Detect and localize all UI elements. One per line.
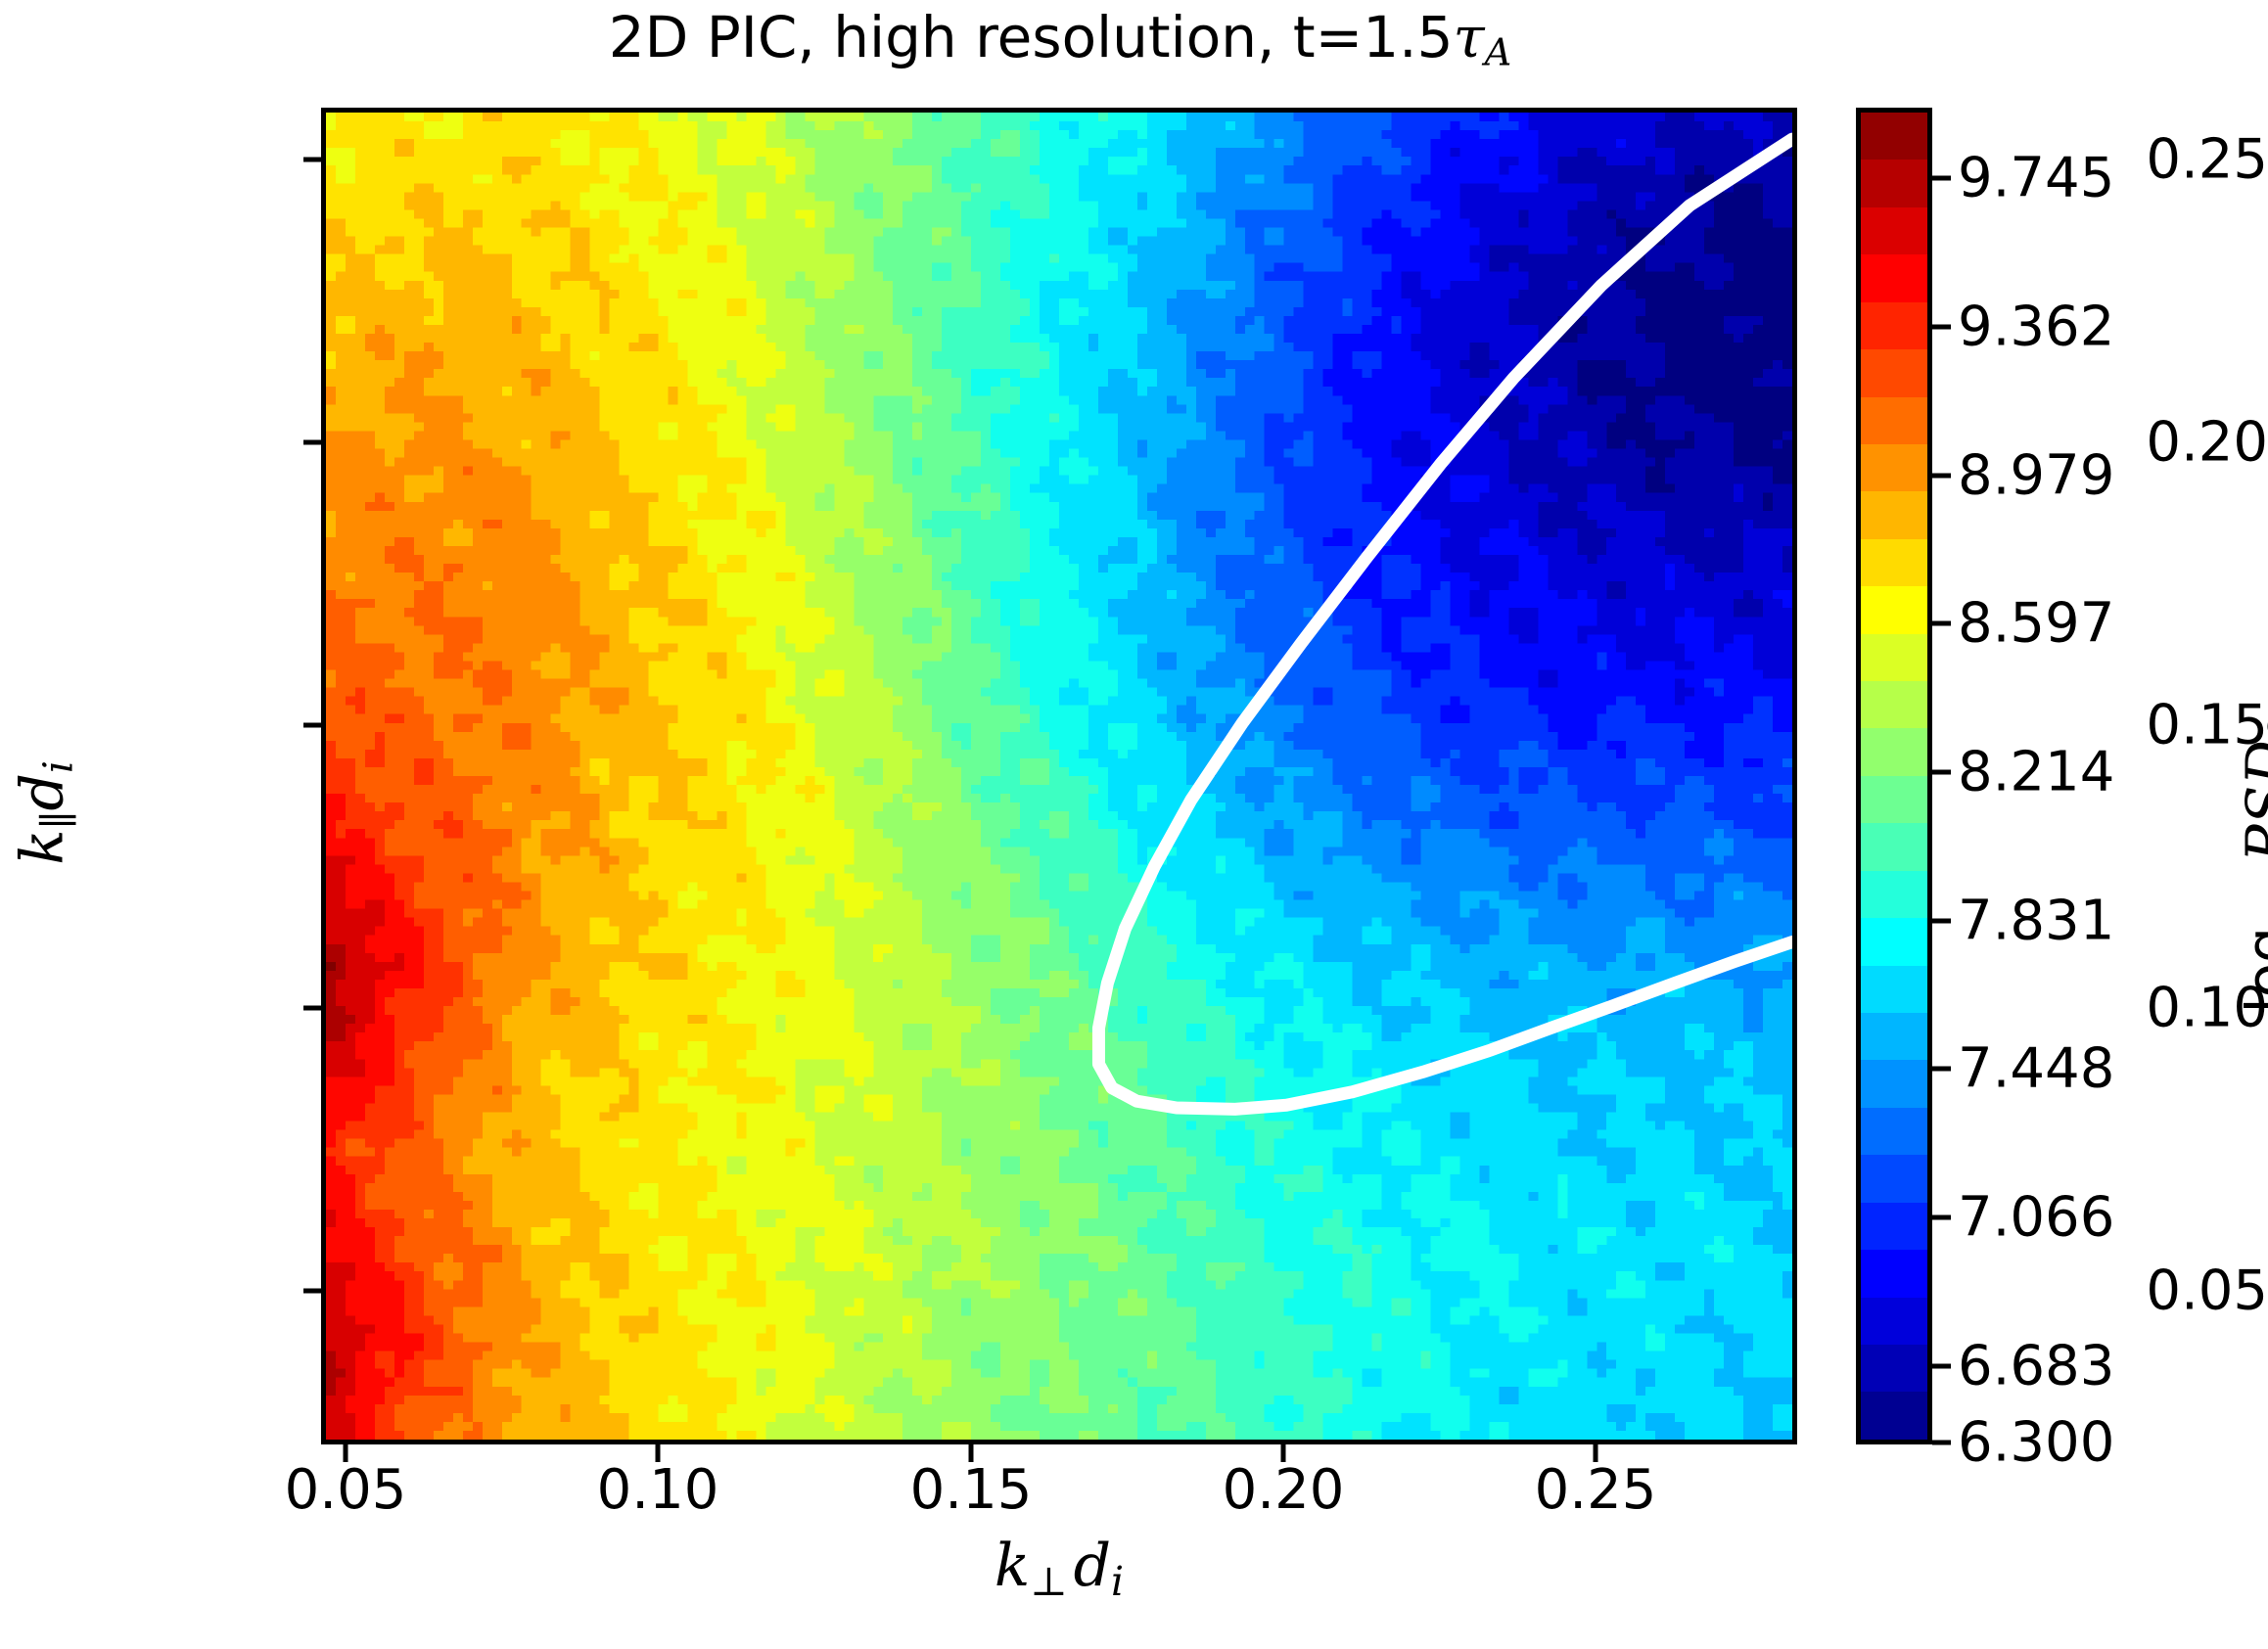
ytick-mark-2	[303, 722, 321, 728]
colorbar-band-20	[1861, 1060, 1927, 1108]
colorbar-band-1	[1861, 160, 1927, 207]
cbtick-mark-9	[1932, 1440, 1951, 1445]
y-axis-label-i: i	[34, 760, 82, 774]
colorbar-band-24	[1861, 1250, 1927, 1298]
cbtick-mark-7	[1932, 1214, 1951, 1220]
colorbar-band-12	[1861, 681, 1927, 729]
colorbar-label-base: 10	[2261, 880, 2268, 928]
colorbar-band-7	[1861, 443, 1927, 492]
cbtick-mark-3	[1932, 620, 1951, 626]
colorbar-label-psd: PSD	[2234, 740, 2268, 863]
colorbar-band-10	[1861, 586, 1927, 634]
xtick-mark-4	[1593, 1444, 1598, 1462]
y-axis-label-d: d	[8, 773, 77, 811]
colorbar-band-2	[1861, 206, 1927, 255]
chart-title: 2D PIC, high resolution, t=1.5τA	[321, 8, 1799, 73]
cbtick-label-8: 6.683	[1958, 1334, 2115, 1398]
colorbar-label-subscript: δV,Fast	[2261, 609, 2268, 741]
cbtick-label-5: 7.831	[1958, 889, 2115, 953]
y-axis-label: k∥di	[9, 558, 82, 1067]
x-axis-label-i: i	[1111, 1557, 1125, 1605]
ytick-label-1: 0.10	[2146, 976, 2268, 1040]
ytick-label-2: 0.15	[2146, 693, 2268, 757]
cbtick-label-1: 9.362	[1958, 295, 2115, 359]
colorbar-band-11	[1861, 633, 1927, 682]
colorbar-band-21	[1861, 1107, 1927, 1156]
colorbar-band-26	[1861, 1344, 1927, 1393]
xtick-mark-2	[968, 1444, 974, 1462]
y-axis-label-k: k	[8, 829, 77, 865]
ytick-label-3: 0.20	[2146, 410, 2268, 475]
colorbar-band-13	[1861, 728, 1927, 776]
x-axis-label-perp: ⊥	[1030, 1557, 1068, 1605]
colorbar-band-25	[1861, 1297, 1927, 1345]
contour-level-22	[326, 943, 355, 1396]
colorbar-band-23	[1861, 1202, 1927, 1251]
xtick-label-2: 0.15	[909, 1458, 1033, 1522]
cbtick-mark-6	[1932, 1066, 1951, 1072]
cbtick-label-0: 9.745	[1958, 146, 2115, 210]
cbtick-mark-1	[1932, 324, 1951, 330]
x-axis-label-k: k	[994, 1532, 1031, 1600]
cbtick-mark-0	[1932, 175, 1951, 181]
colorbar-label: log10 PSDδV,Fast	[2234, 469, 2268, 1154]
colorbar-band-6	[1861, 396, 1927, 444]
cbtick-mark-8	[1932, 1363, 1951, 1369]
contour-level-21	[326, 855, 404, 1440]
ytick-mark-0	[303, 1288, 321, 1294]
colorbar-label-log: log	[2234, 927, 2268, 1014]
colorbar-band-5	[1861, 349, 1927, 397]
cbtick-label-4: 8.214	[1958, 740, 2115, 804]
ytick-label-0: 0.05	[2146, 1259, 2268, 1323]
xtick-label-4: 0.25	[1534, 1458, 1657, 1522]
xtick-label-3: 0.20	[1222, 1458, 1345, 1522]
x-axis-label-d: d	[1073, 1532, 1112, 1600]
y-axis-label-parallel: ∥	[34, 810, 82, 830]
colorbar-band-14	[1861, 775, 1927, 824]
cbtick-mark-2	[1932, 473, 1951, 479]
colorbar-band-19	[1861, 1013, 1927, 1061]
xtick-mark-3	[1280, 1444, 1286, 1462]
x-axis-label: k⊥ di	[321, 1532, 1797, 1605]
cbtick-label-7: 7.066	[1958, 1185, 2115, 1250]
colorbar-band-27	[1861, 1392, 1927, 1440]
colorbar-band-18	[1861, 965, 1927, 1014]
cbtick-label-9: 6.300	[1958, 1410, 2115, 1475]
colorbar-band-22	[1861, 1155, 1927, 1203]
ytick-label-4: 0.25	[2146, 127, 2268, 192]
cbtick-mark-5	[1932, 918, 1951, 924]
ytick-mark-4	[303, 157, 321, 162]
cbtick-label-6: 7.448	[1958, 1036, 2115, 1101]
xtick-label-1: 0.10	[596, 1458, 719, 1522]
colorbar-band-16	[1861, 870, 1927, 919]
colorbar[interactable]	[1856, 108, 1932, 1444]
colorbar-band-8	[1861, 491, 1927, 539]
ytick-mark-1	[303, 1005, 321, 1011]
colorbar-band-17	[1861, 918, 1927, 966]
colorbar-band-0	[1861, 113, 1927, 160]
xtick-label-0: 0.05	[284, 1458, 407, 1522]
contour-plot-axes[interactable]	[321, 108, 1797, 1444]
cbtick-mark-4	[1932, 769, 1951, 775]
colorbar-band-4	[1861, 301, 1927, 350]
cbtick-label-2: 8.979	[1958, 443, 2115, 508]
xtick-mark-0	[343, 1444, 348, 1462]
cbtick-label-3: 8.597	[1958, 591, 2115, 656]
white-contour-line	[1098, 139, 1792, 1109]
contour-level-23	[326, 961, 336, 971]
chart-title-tau-subscript: A	[1484, 30, 1512, 75]
ytick-mark-3	[303, 439, 321, 445]
colorbar-band-3	[1861, 254, 1927, 302]
chart-title-tau: τ	[1453, 4, 1485, 70]
contour-field	[326, 113, 1792, 1440]
colorbar-band-15	[1861, 823, 1927, 871]
chart-title-main: 2D PIC, high resolution, t=1.5	[608, 4, 1454, 70]
colorbar-band-9	[1861, 538, 1927, 587]
xtick-mark-1	[655, 1444, 661, 1462]
